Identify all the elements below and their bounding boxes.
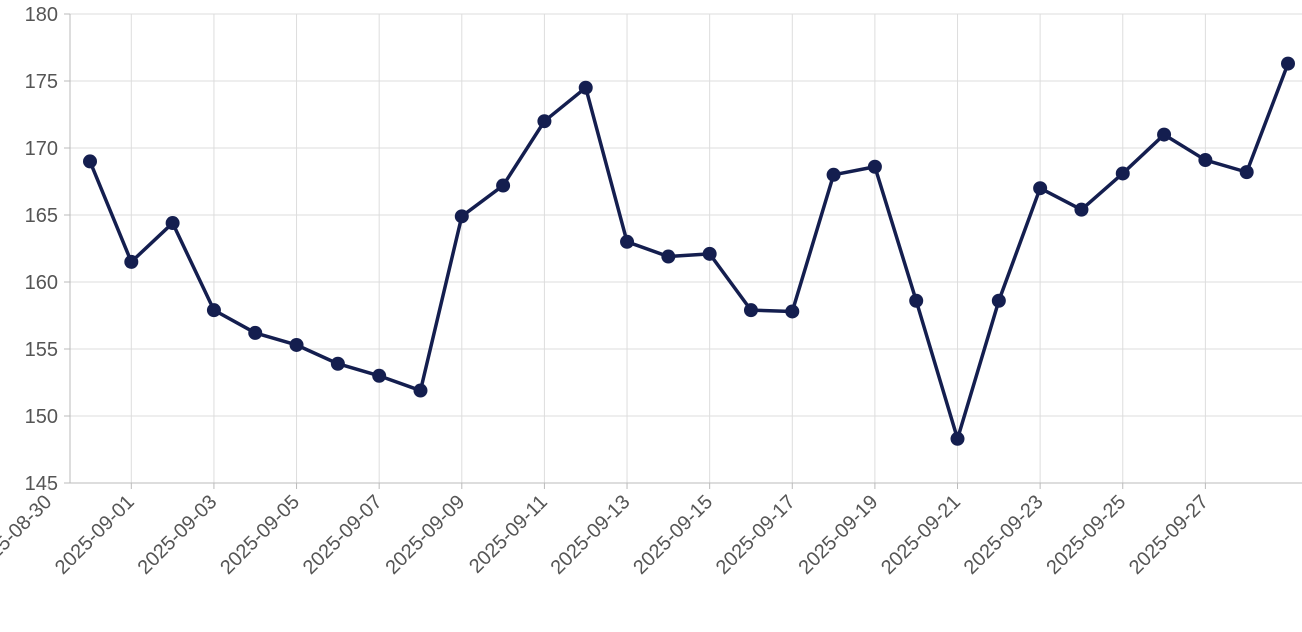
marker [248, 325, 263, 340]
marker [909, 293, 924, 308]
marker [1281, 56, 1295, 71]
x-tick-label: 2025-09-15 [629, 491, 717, 579]
x-tick-label: 2025-09-19 [795, 491, 883, 579]
marker [454, 209, 469, 224]
marker [578, 80, 593, 95]
y-tick-label: 175 [25, 71, 58, 93]
marker [950, 431, 965, 446]
y-tick-label: 170 [25, 138, 58, 160]
x-tick-label: 2025-09-27 [1125, 491, 1213, 579]
marker [1198, 153, 1213, 168]
x-tick-label: 2025-08-30 [0, 491, 56, 579]
marker [1074, 202, 1089, 217]
y-tick-label: 165 [25, 205, 58, 227]
x-tick-label: 2025-09-25 [1042, 491, 1130, 579]
marker [702, 246, 717, 261]
marker [826, 167, 841, 182]
x-tick-label: 2025-09-17 [712, 491, 800, 579]
marker [661, 249, 676, 264]
x-tick-label: 2025-09-03 [134, 491, 222, 579]
y-tick-label: 180 [25, 4, 58, 26]
marker [620, 234, 635, 249]
marker [1239, 165, 1254, 180]
marker [124, 254, 139, 269]
marker [991, 293, 1006, 308]
x-tick-label: 2025-09-21 [877, 491, 965, 579]
y-tick-label: 145 [25, 473, 58, 495]
line [88, 62, 1290, 441]
marker [330, 356, 345, 371]
marker [165, 216, 180, 231]
x-tick-label: 2025-09-09 [381, 491, 469, 579]
marker [83, 154, 97, 169]
marker [1115, 166, 1130, 181]
marker [1157, 127, 1172, 142]
marker [413, 383, 428, 398]
marker [289, 337, 304, 352]
x-tick-label: 2025-09-05 [216, 491, 304, 579]
marker [496, 178, 511, 193]
x-tick-label: 2025-09-13 [547, 491, 635, 579]
x-tick-label: 2025-09-11 [465, 491, 552, 578]
x-tick-label: 2025-09-07 [299, 491, 387, 579]
y-tick-label: 160 [25, 272, 58, 294]
marker [1033, 181, 1048, 196]
marker [537, 114, 552, 129]
marker [867, 159, 882, 174]
marker [785, 304, 800, 319]
x-tick-label: 2025-09-01 [51, 491, 139, 579]
x-tick-label: 2025-09-23 [960, 491, 1048, 579]
marker [206, 303, 221, 318]
marker [743, 303, 758, 318]
y-tick-label: 155 [25, 339, 58, 361]
y-tick-label: 150 [25, 406, 58, 428]
marker [372, 368, 387, 383]
